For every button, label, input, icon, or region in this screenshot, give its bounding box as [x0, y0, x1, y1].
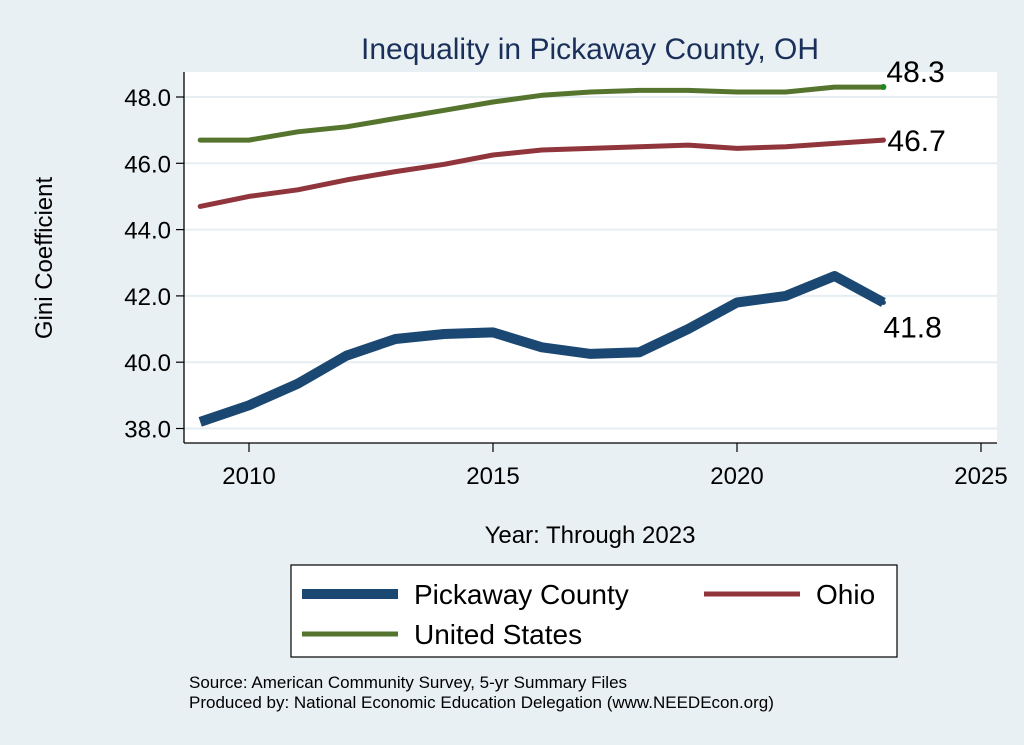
end-labels: 41.8 46.7 48.3 — [883, 56, 945, 344]
legend-label: United States — [414, 619, 582, 650]
end-point-marker — [880, 300, 886, 306]
end-value-label: 46.7 — [887, 125, 945, 158]
chart-title: Inequality in Pickaway County, OH — [361, 33, 819, 66]
y-tick-label: 40.0 — [124, 350, 171, 377]
legend-item: United States — [302, 619, 582, 650]
legend-box — [290, 564, 898, 658]
y-tick-label: 38.0 — [124, 417, 171, 444]
y-tick-label: 44.0 — [124, 218, 171, 245]
legend-label: Ohio — [816, 579, 875, 610]
legend-item: Pickaway County — [302, 579, 629, 610]
y-tick-label: 42.0 — [124, 284, 171, 311]
x-tick-label: 2015 — [466, 463, 519, 490]
legend-item: Ohio — [704, 579, 875, 610]
plot-area — [184, 72, 997, 443]
x-axis-title: Year: Through 2023 — [485, 522, 696, 549]
axes: 38.0 40.0 42.0 44.0 46.0 48.0 2010 2015 2020 2025 — [124, 72, 1008, 490]
y-tick-label: 46.0 — [124, 151, 171, 178]
legend-label: Pickaway County — [414, 579, 629, 610]
end-value-label: 41.8 — [883, 312, 941, 345]
y-tick-label: 48.0 — [124, 85, 171, 112]
produced-by-note: Produced by: National Economic Education… — [189, 693, 774, 712]
source-note: Source: American Community Survey, 5-yr … — [189, 673, 627, 692]
grid-lines — [184, 96, 997, 430]
y-axis-title: Gini Coefficient — [31, 177, 58, 340]
legend: Pickaway County Ohio United States — [290, 564, 898, 658]
series-layer — [197, 84, 887, 427]
series-line-united-states — [197, 84, 886, 143]
x-tick-label: 2025 — [954, 463, 1007, 490]
x-tick-label: 2020 — [710, 463, 763, 490]
x-tick-label: 2010 — [222, 463, 275, 490]
end-value-label: 48.3 — [886, 56, 944, 89]
series-line-pickaway-county — [198, 271, 886, 427]
end-point-marker — [880, 84, 887, 91]
end-point-marker — [880, 137, 886, 143]
series-line-ohio — [197, 137, 886, 209]
